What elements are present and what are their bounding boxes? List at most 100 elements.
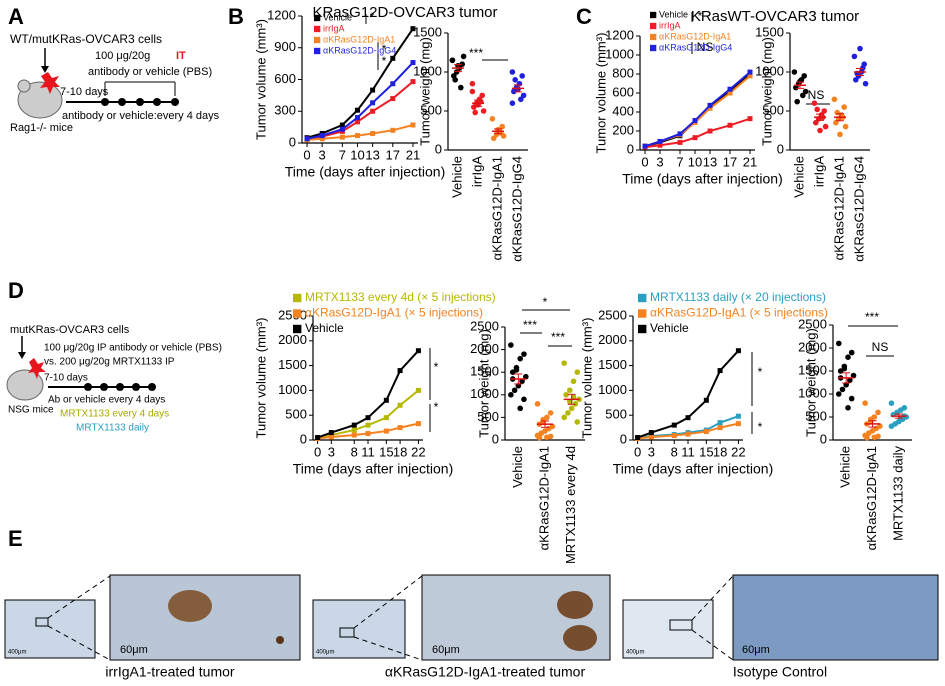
data-point bbox=[565, 410, 571, 416]
data-point bbox=[707, 128, 713, 134]
x-tick-label: αKRasG12D-IgG4 bbox=[851, 156, 866, 262]
data-point bbox=[458, 84, 464, 91]
route-label: IT bbox=[176, 50, 186, 62]
data-point bbox=[415, 348, 421, 354]
chart-title: KRasG12D-OVCAR3 tumor bbox=[312, 4, 497, 21]
panel-label: C bbox=[576, 4, 592, 29]
x-tick-label: 18 bbox=[393, 444, 407, 459]
dose-label: 100 μg/20g bbox=[95, 50, 150, 62]
y-tick-label: 1500 bbox=[413, 24, 442, 39]
mice-label: NSG mice bbox=[8, 405, 54, 416]
data-point bbox=[648, 430, 654, 436]
panel-label: A bbox=[8, 4, 24, 29]
legend-label: MRTX1133 daily (× 20 injections) bbox=[650, 290, 826, 304]
legend-swatch bbox=[650, 44, 657, 52]
x-tick-label: 0 bbox=[303, 147, 310, 162]
y-tick-label: 1000 bbox=[278, 382, 307, 397]
x-tick-label: αKRasG12D-IgA1 bbox=[536, 446, 551, 550]
zoom-line bbox=[691, 575, 734, 621]
legend-swatch bbox=[314, 25, 321, 33]
image-group: 400μm 60μm αKRasG12D-IgA1-treated tumor bbox=[312, 574, 611, 680]
data-point bbox=[410, 122, 416, 128]
error-bar bbox=[836, 113, 844, 122]
significance: * bbox=[434, 400, 439, 414]
data-point bbox=[390, 127, 396, 133]
data-point bbox=[717, 425, 723, 431]
significance: * bbox=[543, 295, 548, 309]
series-line bbox=[306, 61, 414, 140]
data-point bbox=[383, 428, 389, 434]
error-bar bbox=[494, 128, 502, 135]
data-point bbox=[520, 92, 527, 99]
data-point bbox=[511, 88, 517, 95]
y-tick-label: 500 bbox=[762, 102, 784, 117]
data-point bbox=[814, 106, 820, 113]
y-axis-label: Tumor volume (mm³) bbox=[253, 19, 268, 140]
x-tick-label: 3 bbox=[656, 154, 663, 169]
legend-swatch bbox=[638, 309, 647, 318]
data-point bbox=[850, 372, 857, 379]
data-point bbox=[390, 81, 396, 87]
data-point bbox=[354, 115, 360, 121]
data-point bbox=[480, 108, 487, 114]
data-point bbox=[351, 422, 357, 428]
legend-swatch bbox=[650, 22, 657, 30]
schedule3-label: MRTX1133 daily bbox=[76, 423, 149, 434]
panel-label: B bbox=[228, 4, 244, 29]
data-point bbox=[797, 78, 803, 85]
data-point bbox=[354, 133, 360, 139]
y-tick-label: 500 bbox=[420, 102, 442, 117]
thumbnail bbox=[4, 599, 96, 659]
data-point bbox=[415, 421, 421, 427]
significance: * bbox=[434, 360, 439, 374]
legend-label: MRTX1133 every 4d (× 5 injections) bbox=[305, 290, 496, 304]
data-point bbox=[509, 69, 516, 75]
error-bar bbox=[894, 413, 903, 419]
mouse-ear bbox=[17, 79, 31, 93]
y-tick-label: 600 bbox=[612, 84, 634, 99]
data-point bbox=[862, 80, 869, 87]
legend-label: Vehicle bbox=[650, 321, 689, 335]
data-point bbox=[735, 348, 741, 354]
error-bar bbox=[842, 372, 851, 384]
data-point bbox=[390, 96, 396, 102]
data-point bbox=[365, 422, 371, 428]
y-axis-label: Tumor volume (mm³) bbox=[579, 318, 594, 439]
significance: *** bbox=[469, 46, 483, 60]
data-point bbox=[842, 123, 849, 130]
data-point bbox=[864, 434, 870, 441]
schedule-label: antibody or vehicle:every 4 days bbox=[62, 110, 220, 122]
data-point bbox=[304, 136, 310, 142]
injection-dots bbox=[84, 383, 156, 391]
data-point bbox=[677, 131, 683, 137]
data-point bbox=[801, 73, 807, 79]
data-point bbox=[727, 90, 733, 96]
x-tick-label: 13 bbox=[365, 147, 379, 162]
x-tick-label: 15 bbox=[379, 444, 393, 459]
data-point bbox=[821, 108, 827, 114]
legend-label: αKRasG12D-IgA1 bbox=[659, 31, 731, 41]
legend-swatch bbox=[638, 293, 647, 303]
y-tick-label: 2000 bbox=[470, 341, 499, 356]
series-line bbox=[637, 350, 740, 439]
data-point bbox=[692, 118, 698, 124]
data-point bbox=[351, 427, 357, 433]
tumor-star bbox=[40, 72, 60, 94]
x-tick-label: 22 bbox=[731, 444, 745, 459]
data-point bbox=[354, 107, 360, 113]
data-point bbox=[517, 355, 523, 362]
scale-label: 400μm bbox=[626, 650, 644, 656]
y-tick-label: 1500 bbox=[278, 357, 307, 372]
data-point bbox=[841, 365, 848, 372]
y-tick-label: 600 bbox=[274, 71, 296, 86]
arrow-head bbox=[18, 352, 26, 359]
data-point bbox=[794, 98, 800, 105]
data-point bbox=[410, 79, 416, 85]
data-point bbox=[460, 53, 467, 60]
data-point bbox=[735, 413, 741, 419]
caption: irrIgA1-treated tumor bbox=[105, 664, 234, 680]
legend-swatch bbox=[314, 36, 321, 44]
y-tick-label: 300 bbox=[274, 103, 296, 118]
data-point bbox=[841, 104, 847, 110]
zoom-box bbox=[339, 627, 355, 638]
